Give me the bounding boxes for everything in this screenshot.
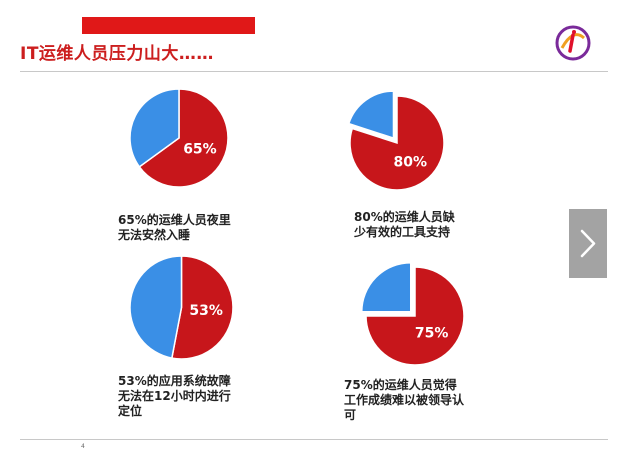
next-slide-button[interactable]: [569, 209, 607, 278]
pie-1-slice-2: [129, 88, 180, 168]
circular-swirl-logo-icon: [555, 25, 591, 61]
footer-divider: [20, 439, 608, 440]
title-accent-bar: [82, 17, 255, 34]
pie-1-data-label: 65%: [183, 142, 217, 158]
pie-2-slice-1: [349, 95, 445, 191]
pie-4-slice-2: [361, 262, 412, 313]
pie-3-slice-2: [129, 255, 183, 359]
pie-3-slice-1: [170, 255, 234, 360]
pie-1-slice-1: [138, 88, 229, 188]
caption-2: 80%的运维人员缺 少有效的工具支持: [354, 210, 455, 239]
page-number: 4: [81, 443, 85, 450]
pie-2-data-label: 80%: [394, 154, 428, 170]
pie-chart-1: 65%: [129, 88, 229, 188]
pie-2-slice-2: [347, 90, 395, 140]
page-title: IT运维人员压力山大……: [20, 44, 214, 64]
pie-4-data-label: 75%: [415, 326, 449, 342]
pie-chart-4: 75%: [361, 262, 465, 366]
caption-4: 75%的运维人员觉得 工作成绩难以被领导认 可: [344, 378, 465, 422]
caption-1: 65%的运维人员夜里 无法安然入睡: [118, 213, 231, 242]
caption-3: 53%的应用系统故障 无法在12小时内进行 定位: [118, 374, 231, 418]
pie-4-slice-1: [365, 266, 465, 366]
pie-3-data-label: 53%: [189, 303, 223, 319]
title-divider: [20, 71, 608, 72]
pie-chart-3: 53%: [129, 255, 234, 360]
chevron-right-icon: [580, 229, 596, 258]
pie-chart-2: 80%: [347, 90, 445, 191]
